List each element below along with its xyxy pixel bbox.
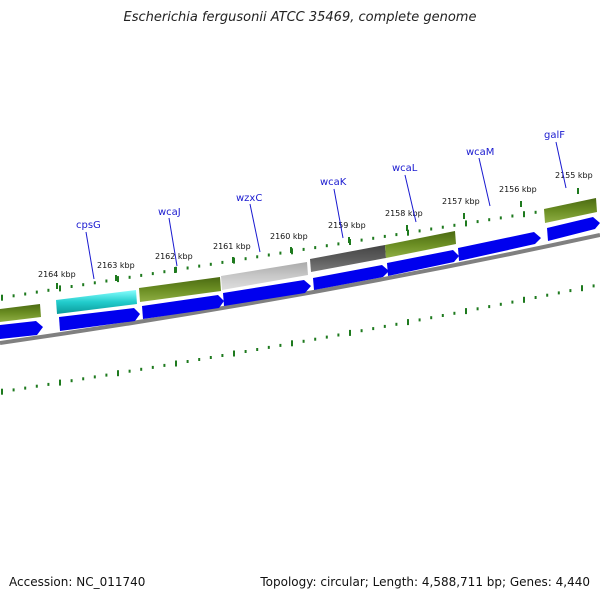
inner-ruler [1,284,595,395]
reverse-gene-segment [0,304,41,322]
gene-label-wcaJ: wcaJ [158,207,181,218]
forward-arrow [59,308,140,331]
gene-wcaL-segment [385,231,456,258]
gene-leader-line [85,231,95,280]
forward-strand-arrows [0,217,600,339]
genome-backbone [0,233,600,345]
gene-wzxC-segment [221,262,308,290]
gene-leader-line [249,203,261,253]
map-title: Escherichia fergusonii ATCC 35469, compl… [123,10,477,25]
kbp-label: 2158 kbp [385,209,423,218]
accession-text: Accession: NC_011740 [9,575,146,589]
gene-galF-segment [544,198,597,223]
forward-arrow [387,250,459,276]
forward-arrow [223,280,311,306]
kbp-label: 2161 kbp [213,242,251,251]
gene-label-wcaL: wcaL [392,163,418,174]
reverse-strand-genes [0,198,597,322]
genome-summary-text: Topology: circular; Length: 4,588,711 bp… [260,575,590,589]
forward-arrow [0,321,43,339]
gene-wcaK-segment [310,245,386,272]
kbp-label: 2163 kbp [97,261,135,270]
kbp-label: 2164 kbp [38,270,76,279]
gene-label-cpsG: cpsG [76,220,101,231]
forward-arrow [142,295,224,319]
kbp-label: 2156 kbp [499,185,537,194]
kbp-label: 2159 kbp [328,221,366,230]
gene-leader-line [404,174,417,223]
gene-label-wcaK: wcaK [320,177,347,188]
kbp-label: 2162 kbp [155,252,193,261]
gene-label-wzxC: wzxC [236,193,262,204]
gene-cpsG-segment [56,290,137,314]
kbp-label: 2155 kbp [555,171,593,180]
kbp-label: 2157 kbp [442,197,480,206]
gene-leader-line [478,157,491,207]
gene-leader-line [555,141,567,189]
gene-wcaJ-segment [139,277,221,302]
gene-leader-line [333,188,344,239]
forward-arrow [458,232,541,261]
gene-leader-line [168,217,178,267]
gene-label-galF: galF [544,130,565,141]
gene-label-wcaM: wcaM [466,147,494,158]
gene-labels: cpsG wcaJ wzxC wcaK wcaL wcaM galF [76,130,567,280]
kbp-label: 2160 kbp [270,232,308,241]
forward-arrow [313,265,389,290]
forward-arrow [547,217,600,241]
kbp-labels: 2164 kbp 2163 kbp 2162 kbp 2161 kbp 2160… [38,171,593,289]
